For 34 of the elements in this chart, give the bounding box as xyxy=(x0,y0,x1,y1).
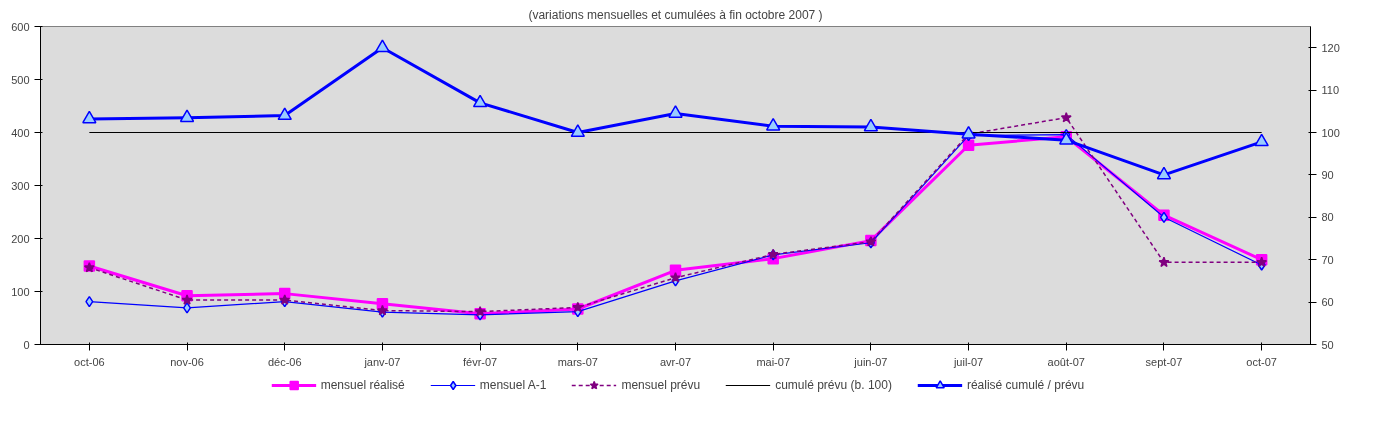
y2-tick-label: 90 xyxy=(1321,168,1334,181)
x-tick-label: janv-07 xyxy=(363,355,401,368)
x-tick-label: juil-07 xyxy=(952,355,984,368)
y-tick-label: 200 xyxy=(11,232,30,245)
y2-tick-label: 50 xyxy=(1321,338,1334,351)
y-tick-label: 300 xyxy=(11,179,30,192)
y2-tick-label: 80 xyxy=(1321,211,1334,224)
x-tick-label: avr-07 xyxy=(659,355,692,368)
legend-label: cumulé prévu (b. 100) xyxy=(775,378,892,392)
x-tick-label: déc-06 xyxy=(267,355,302,368)
y2-tick-label: 100 xyxy=(1321,126,1340,139)
x-tick-label: nov-06 xyxy=(170,355,204,368)
x-tick-label: juin-07 xyxy=(853,355,888,368)
y2-tick-label: 120 xyxy=(1321,41,1340,54)
y2-tick-label: 70 xyxy=(1321,253,1334,266)
chart-title: (variations mensuelles et cumulées à fin octobre 2007 ) xyxy=(528,7,823,22)
x-tick-label: févr-07 xyxy=(463,355,498,368)
x-tick-label: sept-07 xyxy=(1145,355,1183,368)
x-tick-label: oct-06 xyxy=(74,355,105,368)
legend-label: mensuel A-1 xyxy=(479,378,547,392)
x-tick-label: mars-07 xyxy=(557,355,598,368)
y-tick-label: 0 xyxy=(23,338,30,351)
y2-tick-label: 60 xyxy=(1321,296,1334,309)
y-tick-label: 500 xyxy=(11,73,30,86)
legend-label: mensuel réalisé xyxy=(320,378,405,392)
y-tick-label: 400 xyxy=(11,126,30,139)
legend-label: réalisé cumulé / prévu xyxy=(966,378,1085,392)
x-tick-label: août-07 xyxy=(1047,355,1085,368)
x-tick-label: mai-07 xyxy=(756,355,791,368)
legend-label: mensuel prévu xyxy=(621,378,701,392)
x-tick-label: oct-07 xyxy=(1246,355,1277,368)
y-tick-label: 100 xyxy=(11,285,30,298)
y-tick-label: 600 xyxy=(11,20,30,33)
y2-tick-label: 110 xyxy=(1321,84,1340,97)
